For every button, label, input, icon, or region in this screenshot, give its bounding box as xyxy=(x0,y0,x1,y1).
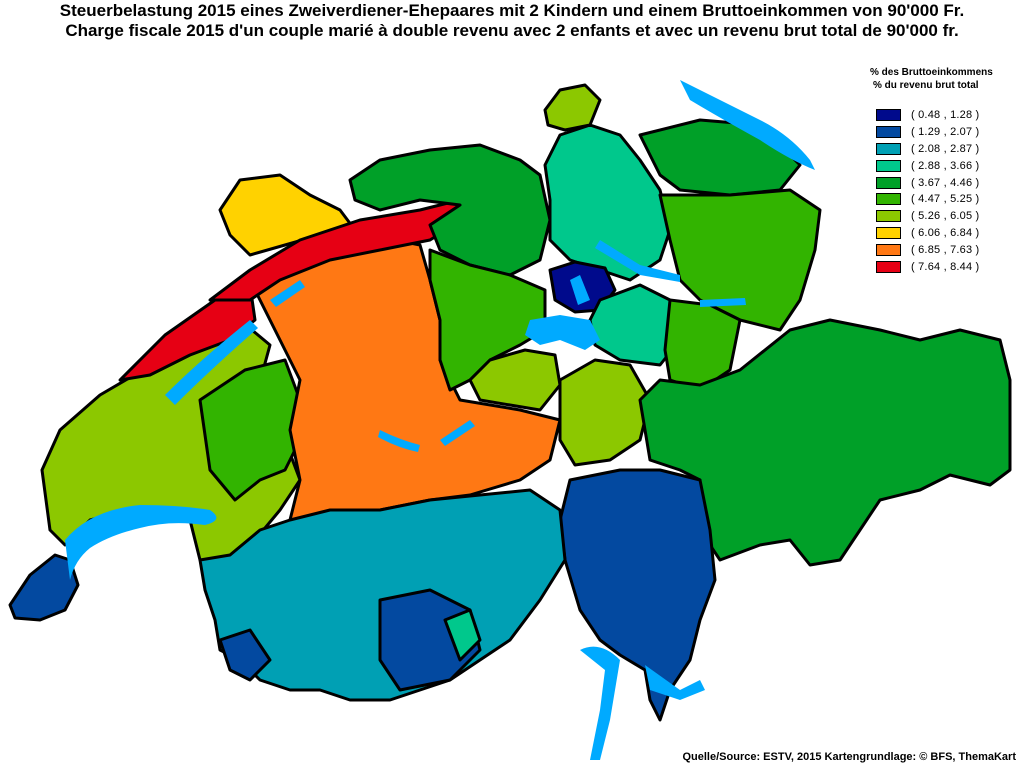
legend-item: ( 5.26 , 6.05 ) xyxy=(876,208,979,225)
lake-biel xyxy=(270,280,305,307)
region-neuchatel xyxy=(118,283,257,382)
legend-label: ( 1.29 , 2.07 ) xyxy=(911,126,980,139)
legend-title: % des Bruttoeinkommens % du revenu brut … xyxy=(870,66,993,92)
region-zurich xyxy=(543,123,672,282)
legend-label: ( 6.06 , 6.84 ) xyxy=(911,226,980,239)
lake-brienz xyxy=(440,420,475,446)
lake-walen xyxy=(700,298,746,307)
legend-item: ( 4.47 , 5.25 ) xyxy=(876,191,979,208)
legend-swatch xyxy=(876,210,901,223)
region-bern xyxy=(253,233,562,552)
legend-swatch xyxy=(876,243,901,256)
legend-label: ( 2.88 , 3.66 ) xyxy=(911,159,980,172)
legend-swatch xyxy=(876,260,901,273)
region-uri xyxy=(558,358,652,467)
legend-label: ( 0.48 , 1.28 ) xyxy=(911,109,980,122)
legend-item: ( 3.67 , 4.46 ) xyxy=(876,174,979,191)
legend-label: ( 3.67 , 4.46 ) xyxy=(911,176,980,189)
map-title-de: Steuerbelastung 2015 eines Zweiverdiener… xyxy=(59,1,965,20)
legend-label: ( 5.26 , 6.05 ) xyxy=(911,210,980,223)
region-ticino xyxy=(558,468,717,722)
lake-zug xyxy=(570,275,590,305)
lake-lugano xyxy=(645,665,705,700)
legend-swatch xyxy=(876,193,901,206)
lake-neuchatel xyxy=(165,320,258,405)
legend-swatch xyxy=(876,176,901,189)
legend-item: ( 6.06 , 6.84 ) xyxy=(876,225,979,242)
legend-item: ( 1.29 , 2.07 ) xyxy=(876,124,979,141)
legend-item: ( 7.64 , 8.44 ) xyxy=(876,258,979,275)
region-geneva xyxy=(8,553,80,622)
legend-swatch xyxy=(876,126,901,139)
legend-swatch xyxy=(876,142,901,155)
region-schaffhausen xyxy=(543,83,602,132)
region-fribourg xyxy=(198,358,302,502)
region-stgallen xyxy=(658,188,822,332)
legend-label: ( 7.64 , 8.44 ) xyxy=(911,260,980,273)
legend-item: ( 6.85 , 7.63 ) xyxy=(876,241,979,258)
legend-item: ( 0.48 , 1.28 ) xyxy=(876,107,979,124)
legend-label: ( 2.08 , 2.87 ) xyxy=(911,142,980,155)
legend-title-fr: % du revenu brut total xyxy=(873,80,979,91)
lake-thun xyxy=(378,430,420,452)
source-credit: Quelle/Source: ESTV, 2015 Kartengrundlag… xyxy=(682,751,1016,763)
legend-swatch xyxy=(876,109,901,122)
region-valais-south xyxy=(218,628,272,682)
lake-zurich xyxy=(595,240,680,282)
legend-swatch xyxy=(876,159,901,172)
lake-maggiore xyxy=(580,646,620,760)
legend-item: ( 2.88 , 3.66 ) xyxy=(876,157,979,174)
legend-title-de: % des Bruttoeinkommens xyxy=(870,67,993,78)
legend-item: ( 2.08 , 2.87 ) xyxy=(876,141,979,158)
lake-lucerne xyxy=(525,315,600,350)
map-title-fr: Charge fiscale 2015 d'un couple marié à … xyxy=(65,21,959,40)
legend-label: ( 4.47 , 5.25 ) xyxy=(911,193,980,206)
lake-geneva xyxy=(65,505,217,580)
legend-label: ( 6.85 , 7.63 ) xyxy=(911,243,980,256)
legend-swatch xyxy=(876,226,901,239)
lake-constance xyxy=(680,80,815,170)
legend: ( 0.48 , 1.28 ) ( 1.29 , 2.07 ) ( 2.08 ,… xyxy=(876,107,979,275)
region-valais-east-green xyxy=(443,608,482,662)
